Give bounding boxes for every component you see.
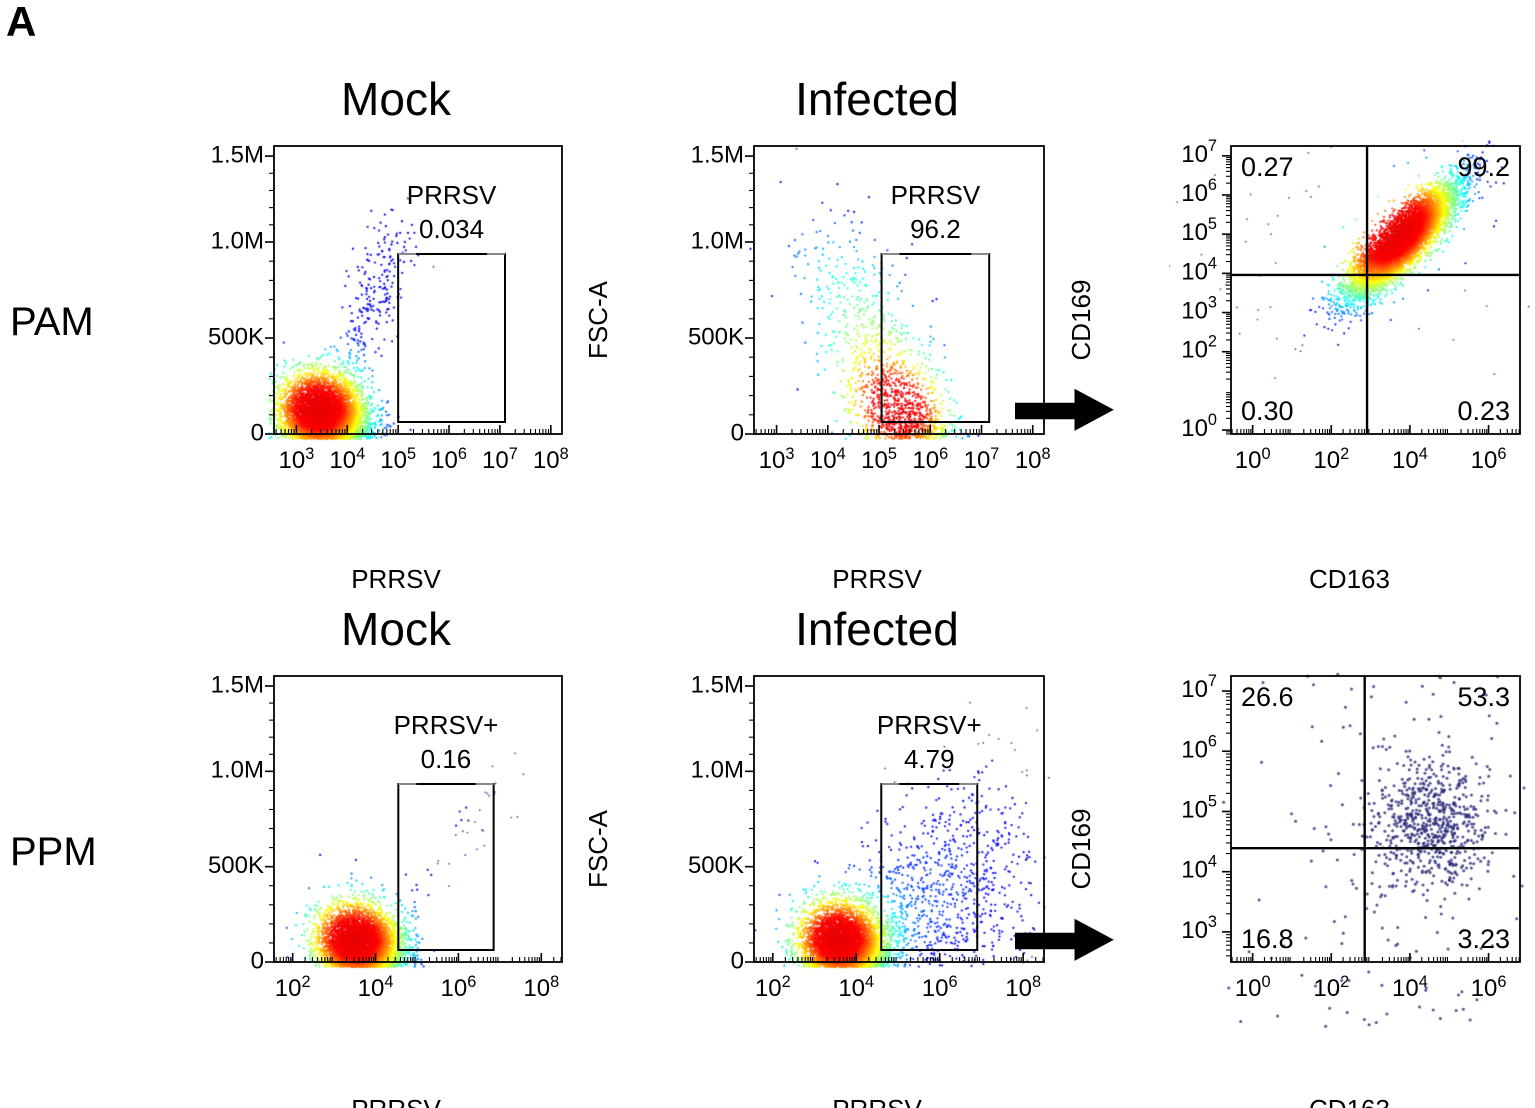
svg-text:0.27: 0.27	[1241, 152, 1294, 182]
svg-text:PRRSV: PRRSV	[407, 180, 497, 210]
svg-text:1.0M: 1.0M	[691, 757, 744, 784]
svg-text:108: 108	[523, 973, 559, 1002]
svg-text:0: 0	[251, 419, 264, 446]
svg-text:500K: 500K	[688, 852, 744, 879]
svg-text:500K: 500K	[688, 323, 744, 350]
svg-text:500K: 500K	[208, 323, 264, 350]
svg-text:104: 104	[1181, 255, 1217, 286]
svg-text:106: 106	[1471, 973, 1507, 1002]
svg-text:105: 105	[1181, 793, 1217, 824]
svg-text:26.6: 26.6	[1241, 682, 1294, 712]
svg-text:104: 104	[810, 445, 846, 474]
svg-text:104: 104	[329, 445, 365, 474]
svg-text:FSC-A: FSC-A	[583, 280, 613, 359]
svg-text:PRRSV+: PRRSV+	[877, 710, 982, 740]
svg-text:106: 106	[922, 973, 958, 1002]
svg-text:107: 107	[1181, 672, 1217, 703]
svg-text:4.79: 4.79	[904, 744, 955, 774]
svg-text:108: 108	[1015, 445, 1051, 474]
svg-text:106: 106	[912, 445, 948, 474]
svg-text:1.5M: 1.5M	[691, 141, 744, 168]
svg-text:104: 104	[1392, 445, 1428, 474]
svg-text:102: 102	[1181, 333, 1217, 364]
svg-text:103: 103	[278, 445, 314, 474]
svg-text:100: 100	[1181, 411, 1217, 442]
svg-text:96.2: 96.2	[910, 214, 961, 244]
svg-text:102: 102	[755, 973, 791, 1002]
svg-text:104: 104	[838, 973, 874, 1002]
svg-text:106: 106	[1181, 176, 1217, 207]
svg-text:1.5M: 1.5M	[211, 141, 264, 168]
svg-text:104: 104	[1181, 853, 1217, 884]
svg-text:106: 106	[1471, 445, 1507, 474]
svg-text:107: 107	[964, 445, 1000, 474]
svg-text:0: 0	[251, 947, 264, 974]
svg-text:0.30: 0.30	[1241, 396, 1294, 426]
svg-text:0.23: 0.23	[1457, 396, 1510, 426]
svg-text:0.16: 0.16	[421, 744, 472, 774]
svg-text:1.5M: 1.5M	[211, 671, 264, 698]
svg-text:1.5M: 1.5M	[691, 671, 744, 698]
svg-text:53.3: 53.3	[1457, 682, 1510, 712]
svg-text:100: 100	[1235, 973, 1271, 1002]
svg-text:108: 108	[1005, 973, 1041, 1002]
svg-text:103: 103	[759, 445, 795, 474]
svg-text:500K: 500K	[208, 852, 264, 879]
svg-text:107: 107	[1181, 137, 1217, 168]
svg-text:108: 108	[533, 445, 569, 474]
svg-text:100: 100	[1235, 445, 1271, 474]
svg-text:1.0M: 1.0M	[691, 227, 744, 254]
svg-text:103: 103	[1181, 913, 1217, 944]
svg-text:105: 105	[861, 445, 897, 474]
svg-text:1.0M: 1.0M	[211, 227, 264, 254]
svg-text:16.8: 16.8	[1241, 924, 1294, 954]
svg-text:102: 102	[1313, 445, 1349, 474]
svg-text:104: 104	[1392, 973, 1428, 1002]
svg-text:PRRSV: PRRSV	[891, 180, 981, 210]
svg-text:106: 106	[441, 973, 477, 1002]
svg-text:105: 105	[380, 445, 416, 474]
svg-text:105: 105	[1181, 215, 1217, 246]
svg-text:0: 0	[731, 947, 744, 974]
svg-text:103: 103	[1181, 294, 1217, 325]
svg-text:PRRSV+: PRRSV+	[394, 710, 499, 740]
svg-text:0.034: 0.034	[419, 214, 484, 244]
svg-text:0: 0	[731, 419, 744, 446]
svg-text:FSC-A: FSC-A	[583, 809, 613, 888]
svg-text:99.2: 99.2	[1457, 152, 1510, 182]
svg-text:3.23: 3.23	[1457, 924, 1510, 954]
svg-text:106: 106	[431, 445, 467, 474]
svg-text:102: 102	[275, 973, 311, 1002]
svg-text:107: 107	[482, 445, 518, 474]
svg-text:102: 102	[1313, 973, 1349, 1002]
svg-text:104: 104	[358, 973, 394, 1002]
svg-text:106: 106	[1181, 733, 1217, 764]
svg-text:1.0M: 1.0M	[211, 757, 264, 784]
